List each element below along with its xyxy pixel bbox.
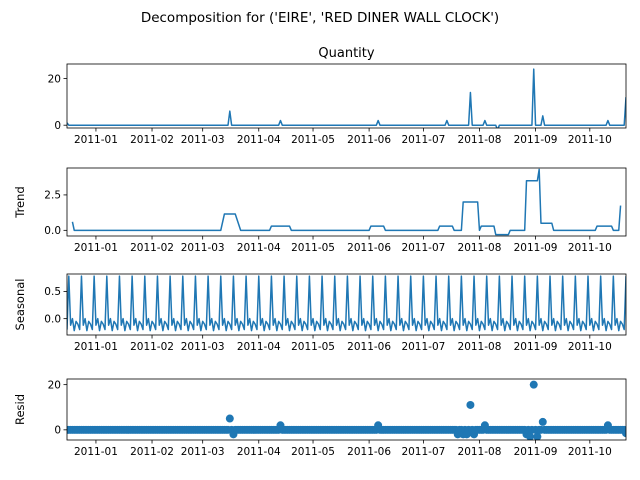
xtick-label: 2011-06 — [347, 446, 391, 458]
xtick-label: 2011-06 — [347, 341, 391, 353]
panel-2: Seasonal 0.0 0.5 2011-01 2011-02 2011-03 2011-… — [13, 273, 627, 353]
xtick-label: 2011-06 — [347, 242, 391, 254]
panel-3: Resid 0 20 2011-01 2011-02 2011-03 2011-04 2011… — [13, 378, 627, 458]
resid-point — [466, 400, 475, 409]
panel-2-data — [67, 275, 626, 332]
panels: Quantity 0 20 2011-01 2011-02 2011-03 2011-04 2… — [13, 46, 627, 458]
ytick-label: 20 — [48, 73, 61, 85]
panel-2-frame — [66, 273, 627, 336]
xtick-label: 2011-10 — [568, 134, 612, 146]
xtick-label: 2011-03 — [181, 242, 225, 254]
panel-0-data — [67, 68, 626, 128]
panel-1-frame — [66, 167, 627, 237]
trend-line — [71, 168, 622, 236]
xtick-label: 2011-04 — [237, 341, 281, 353]
resid-point — [622, 429, 626, 438]
figure-suptitle: Decomposition for ('EIRE', 'RED DINER WA… — [141, 10, 499, 26]
xtick-label: 2011-08 — [458, 446, 502, 458]
xtick-label: 2011-01 — [74, 446, 118, 458]
xtick-label: 2011-06 — [347, 134, 391, 146]
xtick-label: 2011-07 — [401, 446, 445, 458]
xtick-label: 2011-02 — [130, 446, 174, 458]
xtick-label: 2011-01 — [74, 341, 118, 353]
xtick-label: 2011-10 — [568, 242, 612, 254]
xtick-label: 2011-08 — [458, 341, 502, 353]
xtick-label: 2011-10 — [568, 446, 612, 458]
ytick-label: 0 — [54, 120, 61, 132]
panel-1-data — [71, 168, 622, 236]
resid-point — [538, 417, 547, 426]
panel-3-frame — [66, 378, 627, 441]
xtick-label: 2011-02 — [130, 242, 174, 254]
xtick-label: 2011-01 — [74, 134, 118, 146]
xtick-label: 2011-03 — [181, 446, 225, 458]
xtick-label: 2011-04 — [237, 446, 281, 458]
xtick-label: 2011-05 — [291, 242, 335, 254]
xtick-label: 2011-09 — [514, 134, 558, 146]
ytick-label: 0.5 — [44, 286, 61, 298]
xtick-label: 2011-08 — [458, 134, 502, 146]
ytick-label: 0.0 — [44, 225, 61, 237]
xtick-label: 2011-03 — [181, 341, 225, 353]
panel-1-ylabel: Trend — [13, 186, 27, 218]
panel-0-frame — [66, 63, 627, 129]
resid-point — [225, 414, 234, 423]
panel-0-title: Quantity — [318, 46, 374, 61]
panel-3-ylabel: Resid — [13, 394, 27, 425]
quantity-line — [67, 68, 626, 128]
ytick-label: 20 — [48, 379, 61, 391]
panel-1: Trend 0.0 2.5 2011-01 2011-02 2011-03 2011-04 2… — [13, 167, 627, 254]
xtick-label: 2011-08 — [458, 242, 502, 254]
ytick-label: 0 — [54, 425, 61, 437]
ytick-label: 2.5 — [44, 190, 61, 202]
xtick-label: 2011-05 — [291, 446, 335, 458]
ytick-label: 0.0 — [44, 313, 61, 325]
xtick-label: 2011-09 — [514, 242, 558, 254]
panel-2-ylabel: Seasonal — [13, 279, 27, 331]
xtick-label: 2011-03 — [181, 134, 225, 146]
panel-3-data — [67, 380, 626, 440]
seasonal-line — [67, 275, 626, 332]
xtick-label: 2011-07 — [401, 134, 445, 146]
xtick-label: 2011-09 — [514, 446, 558, 458]
xtick-label: 2011-05 — [291, 134, 335, 146]
xtick-label: 2011-07 — [401, 341, 445, 353]
xtick-label: 2011-02 — [130, 134, 174, 146]
xtick-label: 2011-01 — [74, 242, 118, 254]
xtick-label: 2011-09 — [514, 341, 558, 353]
xtick-label: 2011-04 — [237, 242, 281, 254]
xtick-label: 2011-10 — [568, 341, 612, 353]
xtick-label: 2011-02 — [130, 341, 174, 353]
xtick-label: 2011-07 — [401, 242, 445, 254]
resid-point — [529, 380, 538, 389]
panel-0: Quantity 0 20 2011-01 2011-02 2011-03 2011-04 2… — [48, 46, 627, 146]
xtick-label: 2011-04 — [237, 134, 281, 146]
resid-point — [526, 432, 535, 440]
resid-point — [533, 432, 542, 440]
xtick-label: 2011-05 — [291, 341, 335, 353]
